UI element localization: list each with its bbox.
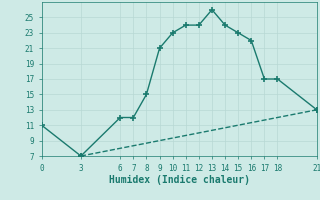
- X-axis label: Humidex (Indice chaleur): Humidex (Indice chaleur): [109, 175, 250, 185]
